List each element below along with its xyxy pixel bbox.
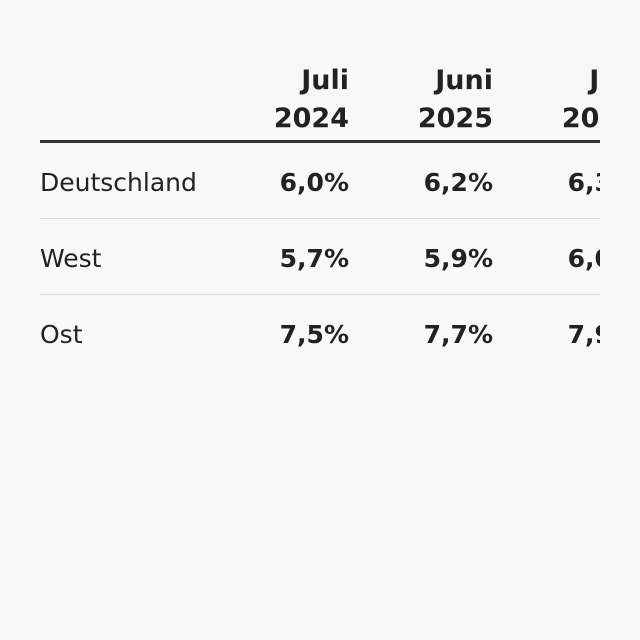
- column-header: 2025: [561, 103, 600, 134]
- cell-value: 6,0%: [567, 244, 600, 273]
- cell-value: 6,3%: [567, 168, 600, 197]
- column-header: Juli: [589, 65, 600, 96]
- header-rule: [40, 140, 600, 143]
- cell-value: 6,2%: [423, 168, 493, 197]
- cell-value: 6,0%: [279, 168, 349, 197]
- row-label: West: [40, 244, 102, 273]
- cell-value: 7,5%: [279, 320, 349, 349]
- table: Juli 2024 Juni 2025 Juli 2025 Deutschland 6,0% 6…: [40, 0, 600, 640]
- cell-value: 5,7%: [279, 244, 349, 273]
- row-label: Ost: [40, 320, 83, 349]
- column-header: Juli: [301, 65, 349, 96]
- column-header: 2025: [417, 103, 493, 134]
- row-separator: [40, 218, 600, 219]
- row-label: Deutschland: [40, 168, 197, 197]
- column-header: Juni: [435, 65, 493, 96]
- column-header: 2024: [273, 103, 349, 134]
- row-separator: [40, 294, 600, 295]
- cell-value: 7,9%: [567, 320, 600, 349]
- cell-value: 5,9%: [423, 244, 493, 273]
- cell-value: 7,7%: [423, 320, 493, 349]
